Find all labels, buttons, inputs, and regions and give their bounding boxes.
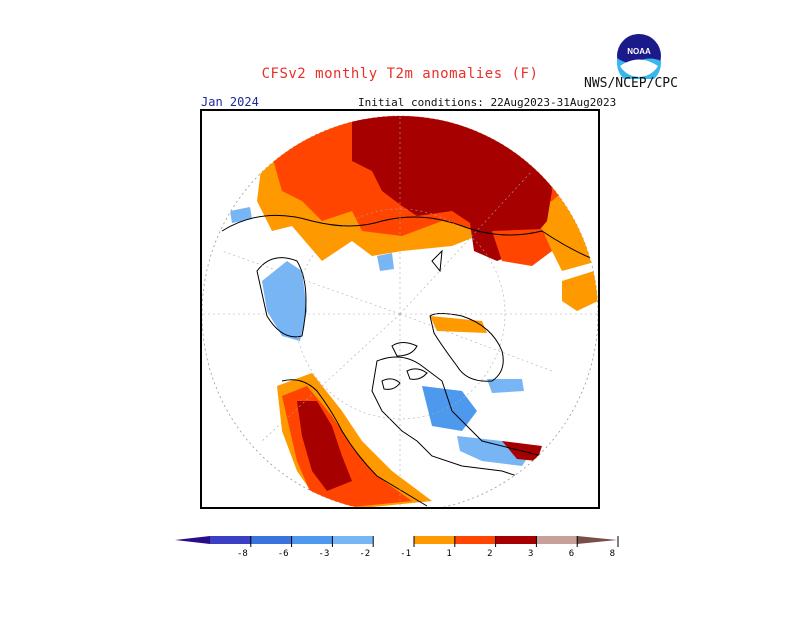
coastline-scandinavia (256, 257, 307, 338)
colorbar-bin (454, 536, 496, 544)
noaa-logo-text: NOAA (627, 47, 651, 56)
colorbar-tick-label: 6 (569, 549, 574, 559)
agency-label: NWS/NCEP/CPC (584, 76, 678, 91)
graticule (202, 116, 598, 507)
anomaly-region-baltic-cool (377, 253, 394, 271)
colorbar-bin (372, 535, 415, 545)
colorbar-bin (210, 536, 251, 544)
anomaly-region-siberia-3to6 (352, 116, 552, 261)
anomaly-region-east-siberia-2to3 (492, 229, 552, 266)
colorbar-tick-label: 8 (610, 549, 615, 559)
colorbar-tick-label: 3 (528, 549, 533, 559)
anomaly-region-scandinavia-cool (262, 261, 307, 341)
colorbar-tick-label: -6 (278, 549, 289, 559)
coastline-greenland (429, 313, 504, 382)
colorbar-tick-label: -8 (237, 549, 248, 559)
colorbar-tick-label: -1 (400, 549, 411, 559)
noaa-logo: NOAA (617, 34, 661, 79)
anomaly-region-alaska-1to2 (562, 271, 598, 311)
coastline-arctic-islands (381, 342, 428, 390)
initial-conditions-label: Initial conditions: 22Aug2023-31Aug2023 (358, 96, 617, 109)
anomaly-region-greenland-cool (487, 379, 524, 393)
colorbar-bin-min (175, 536, 210, 544)
valid-month-label: Jan 2024 (201, 95, 259, 109)
colorbar-tick-label: 1 (446, 549, 451, 559)
coastline-na-west (281, 379, 428, 507)
polar-map (202, 115, 598, 507)
colorbar-bin (414, 536, 455, 544)
colorbar-tick-label: -2 (359, 549, 370, 559)
colorbar-bin (495, 536, 537, 544)
map-title: CFSv2 monthly T2m anomalies (F) (261, 66, 539, 82)
coastline-north-america (371, 356, 543, 482)
colorbar-tick-label: -3 (319, 549, 330, 559)
colorbar-bin (291, 536, 333, 544)
anomaly-region-canada-cool-2 (457, 436, 532, 466)
map-frame (200, 109, 600, 509)
anomaly-region-iceland-cool (230, 207, 252, 223)
colorbar-bin (332, 536, 374, 544)
colorbar-tick-label: 2 (487, 549, 492, 559)
colorbar-bin (250, 536, 292, 544)
colorbar-bin (536, 536, 578, 544)
colorbar-bin-max (577, 536, 618, 544)
anomaly-region-greenland-warm (430, 316, 487, 333)
coastline-eurasia-north (221, 214, 598, 262)
anomaly-region-na-west-3to6 (297, 401, 352, 491)
anomaly-region-canada-cool-1 (422, 386, 477, 431)
color-scale-bar: -8 -6 -3 -2 -1 1 2 3 6 8 (175, 535, 619, 559)
coastline-novaya-zemlya (431, 249, 443, 273)
